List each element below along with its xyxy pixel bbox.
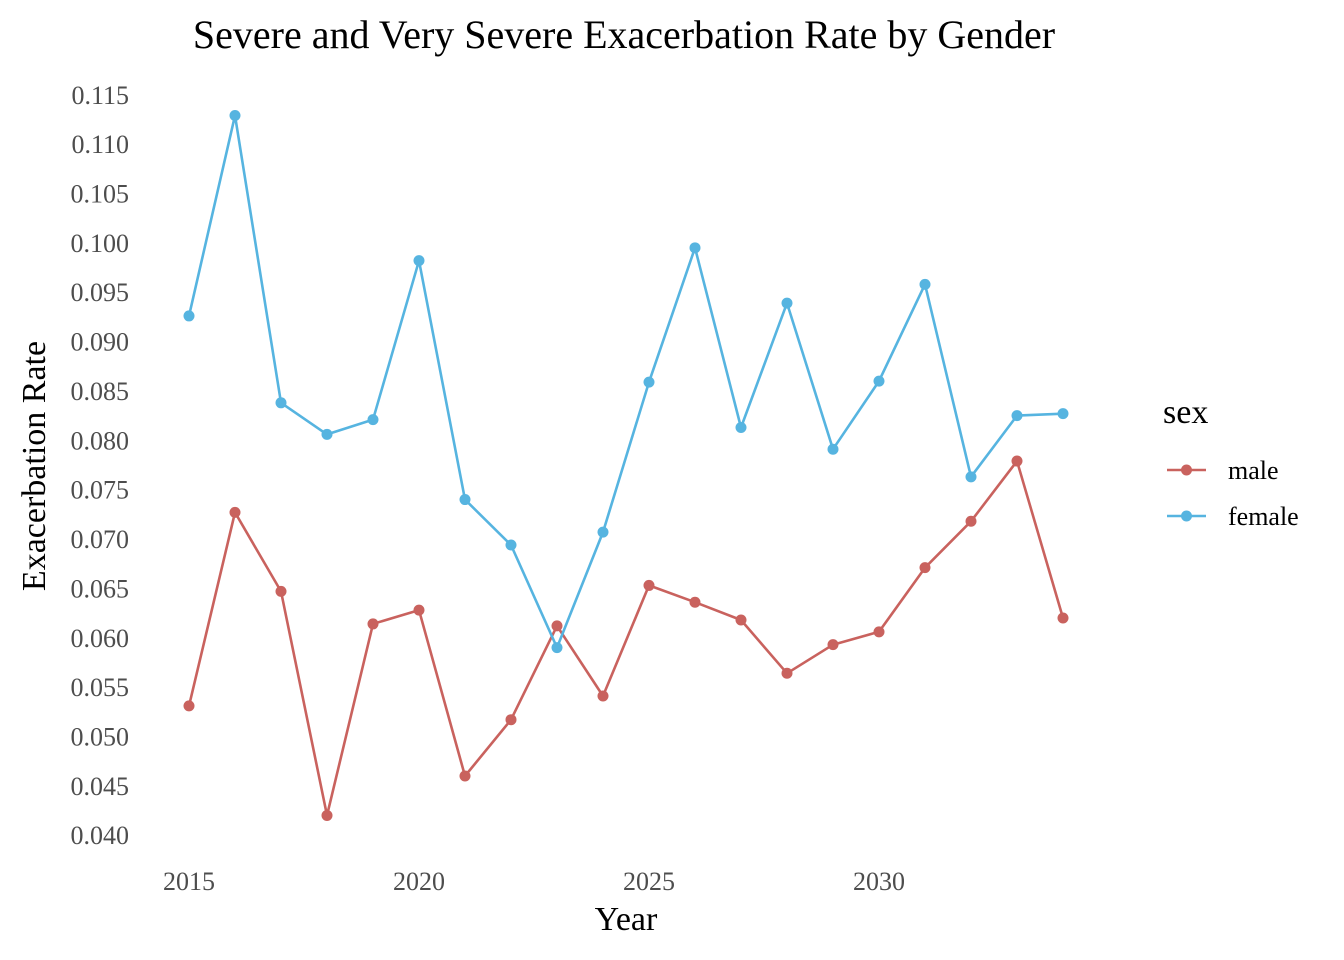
y-tick-label: 0.075 (71, 476, 130, 505)
data-point-female (597, 526, 609, 538)
legend-key-point (1181, 464, 1192, 476)
y-tick-label: 0.060 (71, 624, 130, 653)
y-tick-label: 0.050 (71, 722, 130, 751)
y-axis-tick-labels: 0.040 0.045 0.050 0.055 0.060 0.065 0.070 0.075… (71, 81, 130, 850)
data-point-female (873, 375, 885, 387)
y-tick-label: 0.115 (71, 81, 129, 110)
legend-label: male (1228, 456, 1279, 485)
y-tick-label: 0.105 (71, 180, 130, 209)
data-point-male (689, 596, 701, 608)
y-tick-label: 0.070 (71, 525, 130, 554)
data-point-male (873, 626, 885, 638)
x-tick-label: 2025 (623, 867, 675, 896)
legend: sex male female (1163, 394, 1299, 531)
data-point-male (413, 604, 425, 616)
series-line-female (187, 114, 1064, 649)
x-tick-label: 2015 (163, 867, 215, 896)
data-point-male (597, 690, 609, 702)
y-tick-label: 0.065 (71, 574, 130, 603)
data-point-female (1057, 408, 1069, 420)
data-point-male (459, 770, 471, 782)
y-tick-label: 0.095 (71, 278, 130, 307)
data-point-female (505, 539, 517, 551)
legend-title: sex (1163, 394, 1208, 431)
y-tick-label: 0.100 (71, 229, 130, 258)
y-tick-label: 0.080 (71, 426, 130, 455)
data-point-male (643, 579, 655, 591)
data-point-female (367, 414, 379, 426)
data-point-female (827, 443, 839, 455)
data-point-female (321, 428, 333, 440)
data-point-female (781, 297, 793, 309)
legend-key-point (1181, 510, 1192, 522)
legend-label: female (1228, 502, 1299, 531)
data-point-male (321, 809, 333, 821)
data-point-male (919, 562, 931, 574)
data-point-male (275, 585, 287, 597)
data-point-female (919, 278, 931, 290)
x-tick-label: 2030 (853, 867, 905, 896)
plot-area (183, 110, 1069, 821)
data-point-female (229, 110, 241, 122)
data-point-male (1011, 455, 1023, 467)
data-point-male (735, 614, 747, 626)
data-point-male (505, 714, 517, 726)
data-point-female (1011, 410, 1023, 422)
data-point-female (413, 255, 425, 267)
data-point-male (781, 667, 793, 679)
chart-title: Severe and Very Severe Exacerbation Rate… (193, 12, 1055, 57)
y-tick-label: 0.085 (71, 377, 130, 406)
x-axis-title: Year (595, 901, 658, 938)
data-point-male (183, 700, 195, 712)
x-tick-label: 2020 (393, 867, 445, 896)
data-point-female (689, 242, 701, 254)
data-point-female (735, 421, 747, 433)
y-tick-label: 0.040 (71, 821, 130, 850)
data-point-male (551, 620, 563, 632)
y-tick-label: 0.055 (71, 673, 130, 702)
y-axis-title: Exacerbation Rate (16, 341, 53, 591)
data-point-female (551, 642, 563, 654)
data-point-male (367, 618, 379, 630)
data-point-male (229, 506, 241, 518)
y-tick-label: 0.110 (71, 130, 129, 159)
x-axis-tick-labels: 2015 2020 2025 2030 (163, 867, 905, 896)
data-point-male (965, 515, 977, 527)
legend-item-female: female (1167, 502, 1299, 531)
data-point-female (459, 494, 471, 506)
data-point-female (643, 376, 655, 388)
data-point-female (965, 471, 977, 483)
data-point-male (1057, 612, 1069, 624)
data-point-male (827, 639, 839, 651)
y-tick-label: 0.090 (71, 328, 130, 357)
series-line-male (187, 459, 1065, 817)
data-point-female (183, 310, 195, 322)
legend-item-male: male (1167, 456, 1279, 485)
y-tick-label: 0.045 (71, 772, 130, 801)
data-point-female (275, 397, 287, 409)
